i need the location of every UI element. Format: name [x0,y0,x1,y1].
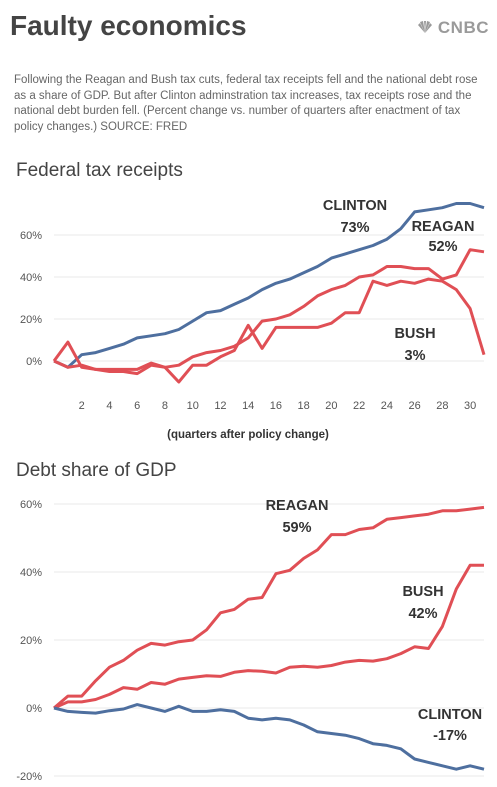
x-tick-label: 30 [464,400,476,412]
series-value-label-clinton: 73% [340,220,369,236]
x-tick-label: 22 [353,400,365,412]
x-axis-label: (quarters after policy change) [167,429,329,441]
series-line-bush [53,563,484,710]
y-tick-label: 60% [20,499,42,511]
y-tick-label: 60% [20,230,42,242]
series-line-clinton [53,202,485,369]
series-label-clinton: CLINTON [418,707,482,723]
x-tick-label: 6 [134,400,140,412]
x-tick-label: 28 [436,400,448,412]
page-title: Faulty economics [10,10,247,41]
y-tick-label: 20% [20,635,42,647]
series-line-reagan [53,248,485,376]
chart-title: Debt share of GDP [16,460,177,481]
series-line-bush [52,277,486,384]
y-tick-label: 0% [26,356,42,368]
series-value-label-clinton: -17% [433,728,467,744]
series-label-bush: BUSH [402,584,443,600]
x-tick-label: 16 [270,400,282,412]
series-label-reagan: REAGAN [412,219,475,235]
series-label-clinton: CLINTON [323,198,387,214]
peacock-icon [417,21,432,33]
x-tick-label: 8 [162,400,168,412]
x-tick-label: 4 [106,400,112,412]
y-tick-label: 40% [20,272,42,284]
chart-description: Following the Reagan and Bush tax cuts, … [14,74,478,133]
x-tick-label: 14 [242,400,254,412]
x-tick-label: 2 [79,400,85,412]
series-value-label-reagan: 52% [428,239,457,255]
x-tick-label: 26 [409,400,421,412]
chart-2: Debt share of GDP -20% 0% 20% 40% 60% REAGAN 59… [16,460,485,783]
y-tick-label: 20% [20,314,42,326]
series-value-label-reagan: 59% [282,520,311,536]
y-tick-label: 0% [26,703,42,715]
series-value-label-bush: 3% [405,348,426,364]
x-tick-label: 10 [187,400,199,412]
x-tick-label: 12 [214,400,226,412]
chart-title: Federal tax receipts [16,160,183,181]
series-line-clinton [53,703,485,771]
y-tick-label: 40% [20,567,42,579]
logo-text: CNBC [437,18,489,37]
cnbc-logo: CNBC [416,18,489,38]
x-tick-label: 18 [298,400,310,412]
series-line-reagan [53,505,485,710]
y-tick-label: -20% [16,771,42,783]
series-label-reagan: REAGAN [266,498,329,514]
series-value-label-bush: 42% [408,606,437,622]
x-tick-label: 20 [325,400,337,412]
x-tick-label: 24 [381,400,393,412]
series-label-bush: BUSH [394,326,435,342]
